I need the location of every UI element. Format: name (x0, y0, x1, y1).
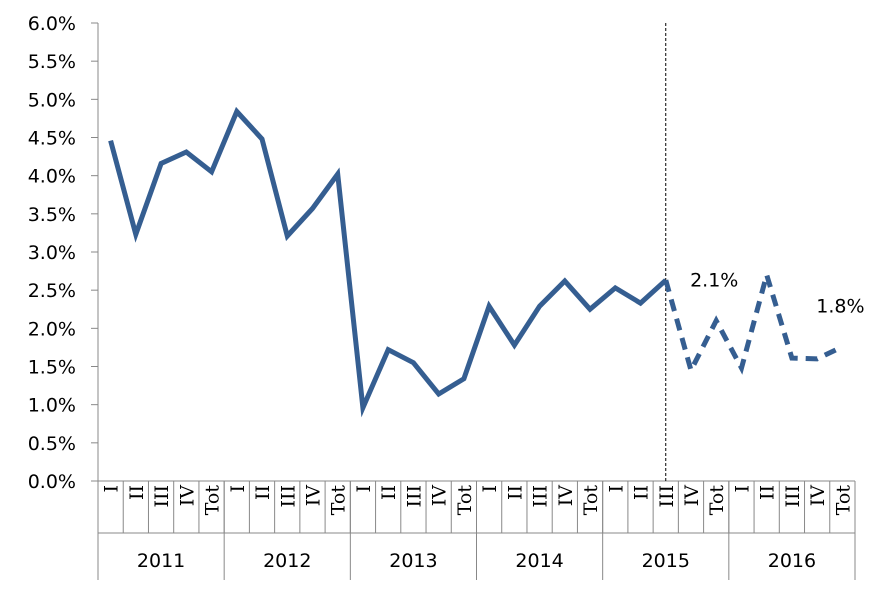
year-label: 2012 (263, 550, 311, 572)
y-tick-label: 5.0% (28, 89, 76, 111)
x-tick-label: IV (429, 485, 451, 507)
x-tick-label: I (353, 485, 375, 493)
x-tick-label: Tot (706, 485, 728, 516)
y-tick-label: 3.5% (28, 204, 76, 226)
x-tick-label: II (757, 485, 779, 500)
y-tick-label: 3.0% (28, 242, 76, 264)
x-tick-label: I (605, 485, 627, 493)
x-tick-label: IV (807, 485, 829, 507)
data-label: 2.1% (690, 270, 738, 292)
y-tick-label: 0.5% (28, 433, 76, 455)
x-tick-label: III (656, 485, 678, 508)
year-label: 2015 (642, 550, 690, 572)
y-tick-label: 1.5% (28, 357, 76, 379)
x-tick-label: I (227, 485, 249, 493)
x-tick-label: Tot (832, 485, 854, 516)
x-tick-label: IV (681, 485, 703, 507)
year-label: 2014 (515, 550, 563, 572)
x-tick-label: III (782, 485, 804, 508)
x-tick-label: I (479, 485, 501, 493)
x-tick-label: II (252, 485, 274, 500)
data-label: 1.8% (816, 296, 864, 318)
x-tick-label: IV (176, 485, 198, 507)
series-line-actual (108, 106, 668, 418)
y-tick-label: 0.0% (28, 471, 76, 493)
y-tick-label: 4.0% (28, 166, 76, 188)
annotations: 2.1% 1.8% (690, 270, 864, 318)
x-tick-label: I (731, 485, 753, 493)
x-tick-label: Tot (454, 485, 476, 516)
y-tick-label: 2.0% (28, 318, 76, 340)
year-label: 2016 (768, 550, 816, 572)
x-tick-label: III (151, 485, 173, 508)
x-tick-label: II (504, 485, 526, 500)
y-axis: 0.0% 0.5% 1.0% 1.5% 2.0% 2.5% 3.0% 3.5% 4.0% 4.5%… (28, 13, 99, 493)
y-tick-label: 5.5% (28, 51, 76, 73)
x-tick-label: III (530, 485, 552, 508)
x-tick-label: IV (555, 485, 577, 507)
x-tick-label: III (277, 485, 299, 508)
x-tick-label: Tot (580, 485, 602, 516)
y-tick-label: 4.5% (28, 128, 76, 150)
y-tick-label: 2.5% (28, 280, 76, 302)
x-tick-label: III (403, 485, 425, 508)
x-tick-label: II (126, 485, 148, 500)
x-tick-label: Tot (328, 485, 350, 516)
y-tick-label: 6.0% (28, 13, 76, 35)
y-tick-label: 1.0% (28, 395, 76, 417)
x-tick-label: Tot (202, 485, 224, 516)
year-label: 2011 (137, 550, 185, 572)
series-line (108, 106, 844, 418)
x-tick-label: I (101, 485, 123, 493)
x-tick-label: II (631, 485, 653, 500)
x-tick-label: II (378, 485, 400, 500)
series-line-forecast (663, 265, 844, 378)
year-label: 2013 (389, 550, 437, 572)
x-tick-label: IV (302, 485, 324, 507)
